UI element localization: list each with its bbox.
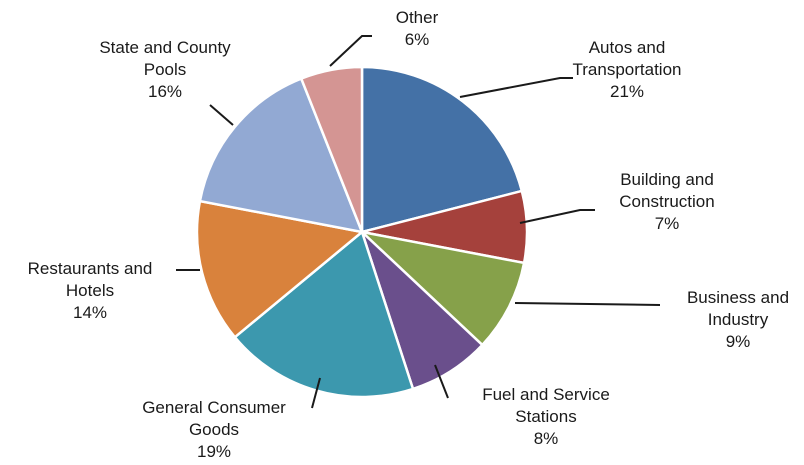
label-name-business-and-industry: Business and [687, 288, 789, 307]
leader-lines [176, 35, 661, 409]
label-name-restaurants-and-hotels: Hotels [66, 281, 114, 300]
label-name-building-and-construction: Construction [619, 192, 714, 211]
label-name-general-consumer-goods: Goods [189, 420, 239, 439]
label-name-other: Other [396, 8, 439, 27]
label-percent-state-and-county-pools: 16% [148, 82, 182, 101]
slice-labels: Autos and Transportation 21% Building and Co… [28, 8, 789, 461]
leader-line-fuel-and-service-stations [434, 364, 449, 399]
label-percent-general-consumer-goods: 19% [197, 442, 231, 461]
label-business-and-industry: Business and Industry 9% [687, 288, 789, 351]
leader-line-state-and-county-pools [209, 104, 234, 126]
label-name-fuel-and-service-stations: Fuel and Service [482, 385, 610, 404]
label-name-restaurants-and-hotels: Restaurants and [28, 259, 153, 278]
label-general-consumer-goods: General Consumer Goods 19% [142, 398, 286, 461]
label-name-state-and-county-pools: State and County [99, 38, 231, 57]
label-name-general-consumer-goods: General Consumer [142, 398, 286, 417]
label-percent-building-and-construction: 7% [655, 214, 680, 233]
label-percent-restaurants-and-hotels: 14% [73, 303, 107, 322]
leader-line-building-and-construction [519, 209, 595, 224]
label-percent-fuel-and-service-stations: 8% [534, 429, 559, 448]
label-name-business-and-industry: Industry [708, 310, 769, 329]
label-state-and-county-pools: State and County Pools 16% [99, 38, 231, 101]
label-name-autos-and-transportation: Transportation [573, 60, 682, 79]
leader-line-autos-and-transportation [459, 77, 573, 98]
leader-line-other [329, 35, 372, 67]
leader-line-general-consumer-goods [311, 377, 321, 409]
slice-autos-and-transportation [360, 65, 524, 234]
label-name-fuel-and-service-stations: Stations [515, 407, 576, 426]
label-fuel-and-service-stations: Fuel and Service Stations 8% [482, 385, 610, 448]
label-name-building-and-construction: Building and [620, 170, 714, 189]
slice-restaurants-and-hotels [195, 199, 365, 339]
label-percent-business-and-industry: 9% [726, 332, 751, 351]
slice-business-and-industry [358, 229, 526, 347]
label-autos-and-transportation: Autos and Transportation 21% [573, 38, 682, 101]
label-restaurants-and-hotels: Restaurants and Hotels 14% [28, 259, 153, 322]
label-name-state-and-county-pools: Pools [144, 60, 187, 79]
slice-state-and-county-pools [198, 76, 364, 234]
slice-other [299, 65, 364, 233]
label-percent-autos-and-transportation: 21% [610, 82, 644, 101]
leader-line-business-and-industry [514, 302, 661, 306]
label-building-and-construction: Building and Construction 7% [619, 170, 714, 233]
pie-slices [195, 65, 529, 399]
label-other: Other 6% [396, 8, 439, 49]
label-name-autos-and-transportation: Autos and [589, 38, 666, 57]
label-percent-other: 6% [405, 30, 430, 49]
